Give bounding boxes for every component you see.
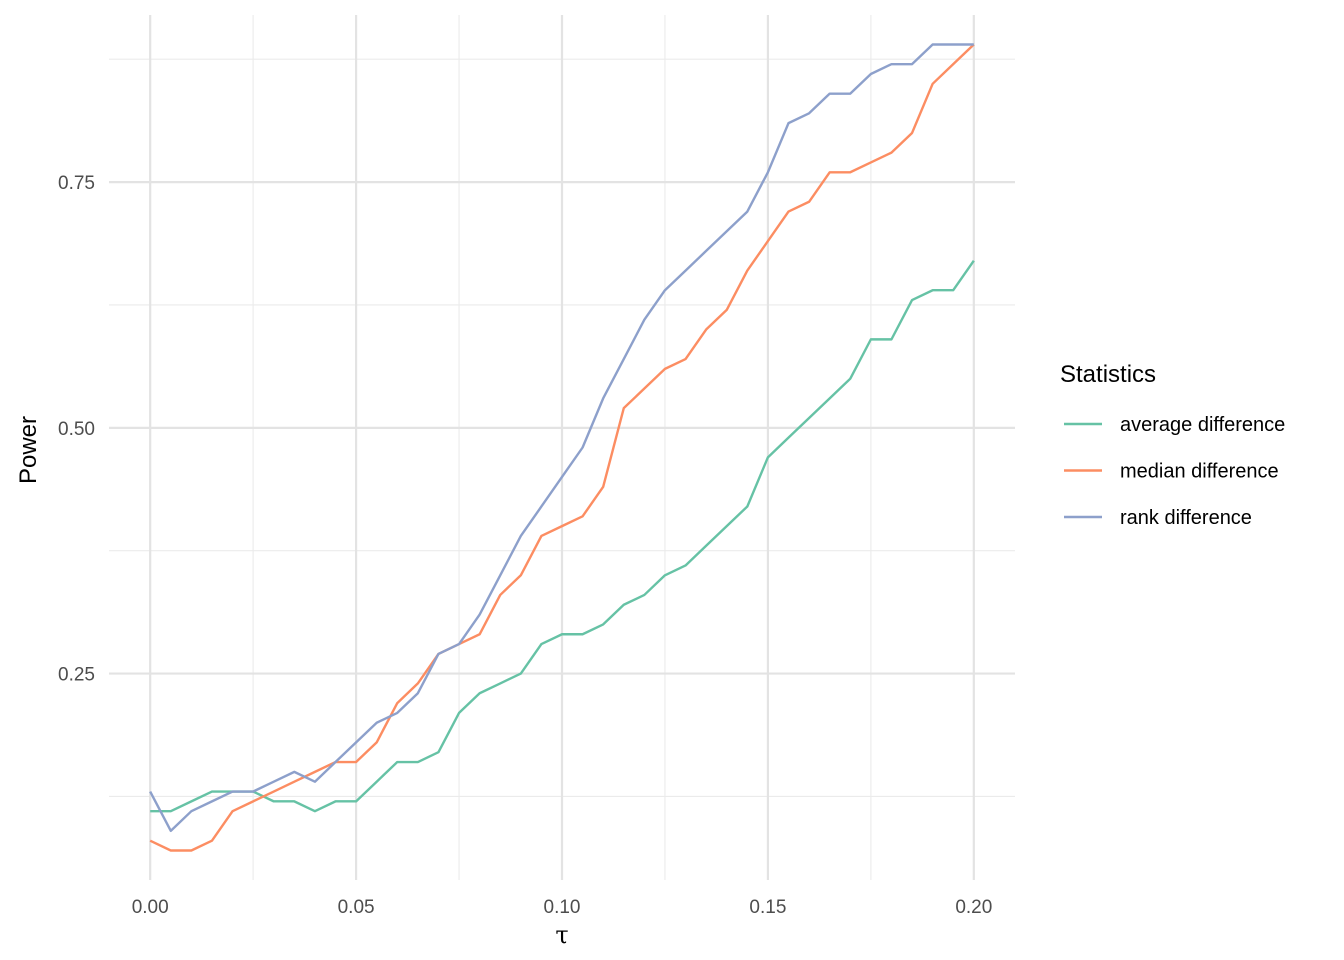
y-axis-ticks: 0.25 0.50 0.75	[58, 173, 95, 685]
x-tick-label: 0.00	[132, 897, 169, 918]
x-tick-label: 0.15	[749, 897, 786, 918]
x-axis-title: τ	[555, 921, 568, 949]
series-line-rank-difference	[149, 43, 974, 833]
legend-title: Statistics	[1060, 361, 1156, 388]
x-axis-ticks: 0.00 0.05 0.10 0.15 0.20	[132, 897, 993, 918]
legend-label-median-difference: median difference	[1120, 461, 1279, 483]
legend-items: average difference median difference rank …	[1064, 414, 1285, 529]
y-tick-label: 0.75	[58, 173, 95, 194]
series-line-average-difference	[150, 260, 975, 813]
x-tick-label: 0.10	[544, 897, 581, 918]
series-line-median-difference	[149, 43, 975, 852]
legend-label-rank-difference: rank difference	[1120, 507, 1252, 529]
grid-major	[109, 15, 1015, 880]
x-tick-label: 0.05	[338, 897, 375, 918]
y-tick-label: 0.50	[58, 419, 95, 440]
y-tick-label: 0.25	[58, 665, 95, 686]
legend: Statistics average difference median diff…	[1060, 361, 1285, 529]
legend-label-average-difference: average difference	[1120, 414, 1285, 436]
series-lines	[149, 43, 975, 852]
x-tick-label: 0.20	[955, 897, 992, 918]
y-axis-title: Power	[15, 416, 42, 484]
